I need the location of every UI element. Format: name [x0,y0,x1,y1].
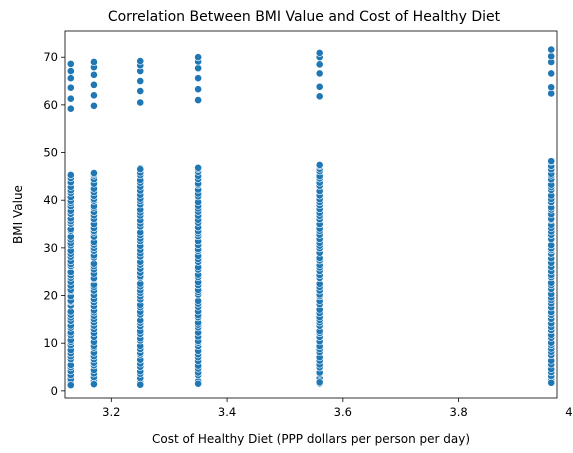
y-tick-label: 20 [43,289,58,303]
data-points [66,45,556,390]
data-point [66,104,75,113]
data-point [547,69,556,78]
y-tick-label: 10 [43,336,58,350]
data-point [66,83,75,92]
data-point [194,53,203,62]
data-point [90,169,98,177]
y-tick-label: 0 [51,384,58,398]
data-point [136,380,145,389]
data-point [315,69,324,78]
x-tick-label: 4.0 [565,405,573,419]
data-point [66,74,75,83]
data-point [315,49,324,57]
data-point [136,98,145,107]
data-point [66,171,75,179]
data-point [547,83,556,92]
data-point [66,94,75,103]
y-tick-label: 70 [43,50,58,64]
x-tick-label: 3.2 [102,405,120,419]
y-tick-label: 50 [43,146,58,160]
y-axis-ticks: 0 10 20 30 40 50 60 70 [43,50,65,398]
x-tick-label: 3.4 [218,405,236,419]
y-tick-label: 60 [43,98,58,112]
data-point [90,80,98,89]
data-point [315,92,324,101]
data-point [315,60,324,69]
data-point [315,161,324,169]
data-point [194,163,203,172]
data-point [194,379,203,388]
x-axis-label: Cost of Healthy Diet (PPP dollars per pe… [152,432,470,446]
data-point [315,378,324,387]
data-point [136,77,145,85]
y-tick-label: 40 [43,193,58,207]
data-point [194,96,203,105]
data-point [90,101,98,110]
x-tick-label: 3.6 [334,405,352,419]
data-point [90,380,98,389]
chart-title: Correlation Between BMI Value and Cost o… [108,9,501,25]
data-point [66,381,75,390]
y-axis-label: BMI Value [11,185,25,244]
plot-frame [64,30,558,399]
data-point [66,67,75,75]
data-point [547,45,556,54]
data-point [547,157,556,166]
data-point [547,378,556,387]
y-tick-label: 30 [43,241,58,255]
x-tick-label: 3.8 [449,405,467,419]
data-point [90,70,98,79]
data-point [90,58,98,66]
x-axis-ticks: 3.2 3.4 3.6 3.8 4.0 [102,398,573,419]
data-point [136,57,145,65]
data-point [136,87,145,95]
data-point [547,52,556,61]
data-point [136,165,145,174]
data-point [194,64,203,73]
data-point [194,85,203,94]
data-point [194,74,203,83]
data-point [315,82,324,91]
data-point [66,59,75,68]
data-point [90,91,98,100]
